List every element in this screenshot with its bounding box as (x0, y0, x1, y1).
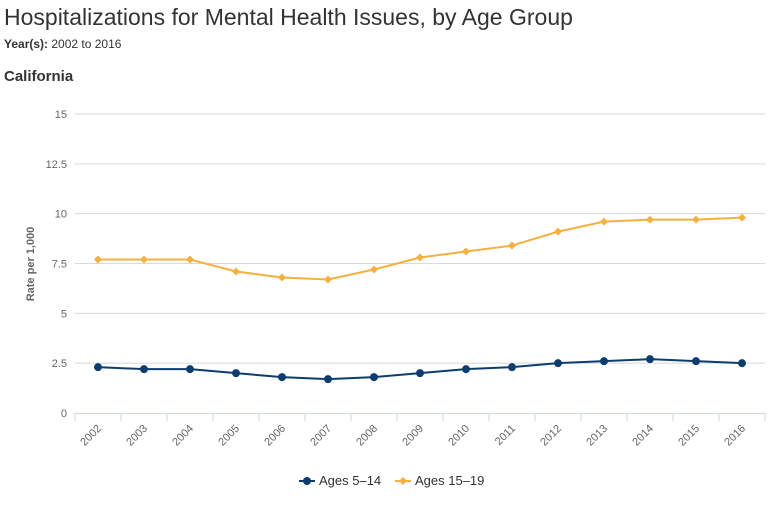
x-tick-label: 2009 (400, 423, 426, 449)
x-tick-label: 2013 (584, 423, 610, 449)
y-tick-label: 15 (55, 109, 67, 121)
data-point[interactable] (508, 241, 516, 250)
data-point[interactable] (232, 267, 240, 276)
x-tick-label: 2015 (676, 423, 702, 449)
legend-item-0[interactable]: Ages 5–14 (299, 473, 381, 488)
data-point[interactable] (278, 273, 286, 282)
region-label: California (4, 68, 74, 85)
data-point[interactable] (646, 215, 654, 224)
data-point[interactable] (692, 215, 700, 224)
series-line-1 (98, 216, 743, 281)
data-point[interactable] (554, 227, 562, 236)
y-axis-ticks: 0 2.5 5 7.5 10 12.5 15 (46, 109, 67, 420)
x-tick-label: 2008 (354, 423, 380, 449)
chart-title: Hospitalizations for Mental Health Issue… (4, 4, 573, 30)
x-tick-label: 2002 (78, 423, 104, 449)
series-group (94, 213, 746, 384)
x-axis (74, 413, 766, 421)
years-value: 2002 to 2016 (51, 37, 122, 51)
x-axis-ticks: 2002 2003 2004 2005 2006 2007 2008 2009 2010 2011… (78, 423, 748, 449)
data-point[interactable] (462, 365, 470, 374)
data-point[interactable] (140, 365, 148, 374)
data-point[interactable] (738, 213, 746, 222)
data-point[interactable] (554, 359, 562, 368)
legend-label: Ages 15–19 (415, 473, 484, 488)
data-point[interactable] (370, 265, 378, 274)
years-line: Year(s): 2002 to 2016 (4, 37, 121, 51)
data-point[interactable] (692, 357, 700, 366)
y-tick-label: 0 (61, 408, 67, 420)
y-tick-label: 10 (55, 209, 67, 221)
circle-marker-icon (303, 477, 311, 485)
data-point[interactable] (508, 363, 516, 372)
x-tick-label: 2012 (538, 423, 564, 449)
x-tick-label: 2010 (446, 423, 472, 449)
data-point[interactable] (324, 275, 332, 284)
x-tick-label: 2004 (170, 423, 196, 449)
y-axis-label: Rate per 1,000 (25, 227, 37, 302)
x-tick-label: 2006 (262, 423, 288, 449)
data-point[interactable] (370, 373, 378, 382)
data-point[interactable] (738, 359, 746, 368)
diamond-marker-icon (399, 477, 407, 485)
data-point[interactable] (646, 355, 654, 364)
data-point[interactable] (324, 375, 332, 384)
years-label: Year(s): (4, 37, 49, 51)
x-tick-label: 2005 (216, 423, 242, 449)
x-tick-label: 2011 (493, 423, 518, 448)
x-tick-label: 2003 (124, 423, 150, 449)
y-tick-label: 7.5 (52, 259, 67, 271)
y-tick-label: 12.5 (46, 159, 67, 171)
data-point[interactable] (140, 255, 148, 264)
x-tick-label: 2016 (722, 423, 748, 449)
data-point[interactable] (94, 363, 102, 372)
data-point[interactable] (462, 247, 470, 256)
data-point[interactable] (278, 373, 286, 382)
data-point[interactable] (600, 357, 608, 366)
data-point[interactable] (416, 253, 424, 262)
data-point[interactable] (186, 365, 194, 374)
x-tick-label: 2014 (630, 423, 656, 449)
legend-item-1[interactable]: Ages 15–19 (395, 473, 484, 488)
y-tick-label: 2.5 (52, 358, 67, 370)
data-point[interactable] (600, 217, 608, 226)
y-tick-label: 5 (61, 308, 67, 320)
data-point[interactable] (232, 369, 240, 378)
x-tick-label: 2007 (308, 423, 334, 449)
legend[interactable]: Ages 5–14 Ages 15–19 (299, 473, 484, 488)
grid-lines (75, 113, 765, 364)
data-point[interactable] (416, 369, 424, 378)
legend-label: Ages 5–14 (319, 473, 381, 488)
data-point[interactable] (186, 255, 194, 264)
data-point[interactable] (94, 255, 102, 264)
